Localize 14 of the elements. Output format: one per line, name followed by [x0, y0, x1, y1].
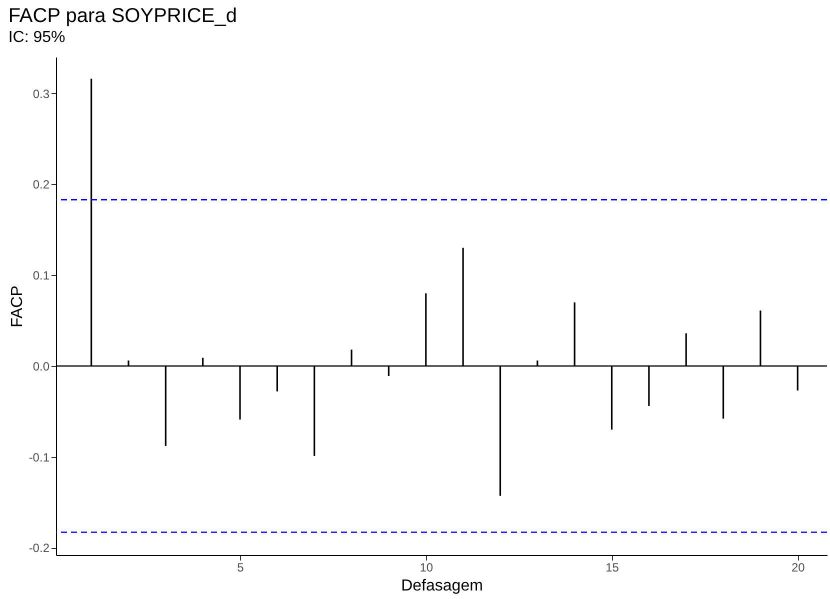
x-tick-label: 20: [791, 560, 806, 574]
x-axis-title: Defasagem: [401, 578, 483, 594]
y-tick-label: 0.0: [32, 359, 50, 374]
y-tick-label: 0.3: [32, 86, 50, 101]
x-tick-label: 5: [237, 560, 244, 574]
y-tick-label: 0.1: [32, 268, 50, 283]
y-axis-title: FACP: [8, 286, 26, 328]
y-tick-label: 0.2: [32, 178, 50, 192]
x-tick-label: 10: [420, 560, 434, 574]
y-tick-label: -0.1: [28, 450, 50, 464]
y-tick-label: -0.2: [28, 541, 50, 556]
chart-title: FACP para SOYPRICE_d: [8, 5, 237, 27]
x-tick-label: 15: [606, 560, 620, 574]
chart-subtitle: IC: 95%: [8, 29, 66, 46]
